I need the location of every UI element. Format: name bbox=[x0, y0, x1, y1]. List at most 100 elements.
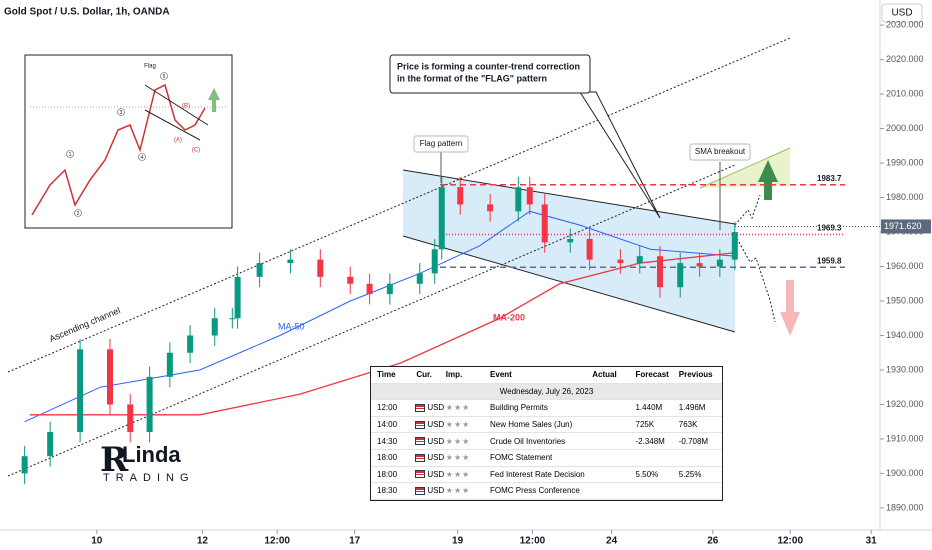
candle-body bbox=[416, 273, 423, 284]
importance: ★★★ bbox=[445, 453, 471, 463]
importance: ★★★ bbox=[445, 436, 471, 446]
candle-body bbox=[234, 276, 241, 319]
column-header: Actual bbox=[592, 370, 617, 380]
column-header: Forecast bbox=[635, 370, 669, 380]
table-row: 12:00 USD ★★★ Building Permits 1.440M 1.496M bbox=[371, 400, 722, 417]
time: 14:00 bbox=[377, 420, 398, 430]
inset-flag bbox=[144, 109, 201, 141]
callout-line: in the format of the "FLAG" pattern bbox=[397, 73, 547, 83]
candle-body bbox=[716, 259, 723, 267]
candle-body bbox=[229, 318, 236, 320]
table-header: Time Cur. Imp. Event Actual Forecast Previous bbox=[371, 367, 722, 384]
time: 18:00 bbox=[377, 469, 398, 479]
wave-marker bbox=[160, 72, 168, 80]
candle-body bbox=[731, 232, 738, 260]
currency: USD bbox=[891, 8, 912, 19]
column-header: Cur. bbox=[416, 370, 432, 380]
x-tick-label: 17 bbox=[349, 536, 361, 547]
event: New Home Sales (Jun) bbox=[490, 420, 573, 430]
candle-body bbox=[431, 249, 438, 274]
candle-body bbox=[657, 256, 663, 288]
inset-title: Flag bbox=[144, 64, 156, 70]
y-tick-label: 1900.000 bbox=[886, 468, 924, 478]
candle-body bbox=[317, 259, 324, 277]
y-tick-label: 1980.000 bbox=[886, 192, 924, 202]
label-box bbox=[413, 135, 469, 153]
importance: ★★★ bbox=[445, 403, 471, 413]
candle-body bbox=[107, 349, 113, 405]
wave-marker bbox=[138, 153, 146, 161]
event: FOMC Press Conference bbox=[490, 486, 580, 496]
date-row: Wednesday, July 26, 2023 bbox=[371, 383, 722, 401]
time: 18:30 bbox=[377, 486, 398, 496]
importance: ★★★ bbox=[445, 469, 471, 479]
importance: ★★★ bbox=[445, 420, 471, 430]
table-row: 18:30 USD ★★★ FOMC Press Conference bbox=[371, 483, 722, 500]
flag-icon bbox=[415, 437, 426, 446]
arrow-up bbox=[758, 160, 778, 200]
column-header: Imp. bbox=[445, 370, 463, 380]
sma-label: SMA breakout bbox=[695, 147, 746, 156]
correction-label: (B) bbox=[182, 104, 190, 110]
table-row: 14:30 USD ★★★ Crude Oil Inventories -2.348M -… bbox=[371, 433, 722, 450]
candle-body bbox=[567, 238, 574, 243]
wave-label: 1 bbox=[69, 152, 72, 158]
inset-price bbox=[31, 83, 206, 216]
y-tick-label: 2000.000 bbox=[886, 123, 924, 133]
column-header: Previous bbox=[678, 370, 713, 380]
event: FOMC Statement bbox=[490, 453, 553, 463]
y-tick-label: 1910.000 bbox=[886, 433, 924, 443]
candle-body bbox=[287, 259, 294, 264]
channel-upper bbox=[7, 37, 791, 373]
candle-body bbox=[487, 204, 494, 212]
candle-body bbox=[256, 263, 263, 277]
time: 18:00 bbox=[377, 453, 398, 463]
candle-body bbox=[386, 283, 393, 295]
column-header: Time bbox=[377, 370, 396, 380]
currency-cell: USD bbox=[415, 403, 445, 412]
x-tick-label: 19 bbox=[452, 536, 464, 547]
path-up bbox=[734, 194, 761, 226]
correction-label: (C) bbox=[192, 148, 200, 154]
y-tick-label: 1930.000 bbox=[886, 364, 924, 374]
time: 12:00 bbox=[377, 403, 398, 413]
calendar-table: Time Cur. Imp. Event Actual Forecast Previous W… bbox=[370, 366, 723, 501]
logo-mark: R bbox=[100, 440, 129, 480]
x-tick-label: 31 bbox=[866, 536, 878, 547]
previous: 1.496M bbox=[678, 403, 706, 413]
channel-label: Ascending channel bbox=[48, 305, 122, 344]
date: Wednesday, July 26, 2023 bbox=[499, 386, 594, 396]
wave-marker bbox=[66, 150, 74, 158]
candle-body bbox=[636, 256, 643, 264]
forecast: 5.50% bbox=[635, 469, 659, 479]
ma-line bbox=[29, 252, 735, 416]
x-tick-label: 12 bbox=[197, 536, 209, 547]
forecast: -2.348M bbox=[635, 436, 665, 446]
event: Building Permits bbox=[490, 403, 548, 413]
table-row: 18:00 USD ★★★ Fed Interest Rate Decision 5.5… bbox=[371, 467, 722, 484]
currency-cell: USD bbox=[415, 436, 445, 446]
wave-label: 5 bbox=[163, 74, 166, 80]
candle-body bbox=[366, 283, 373, 295]
currency: USD bbox=[427, 436, 445, 446]
ma-label: MA-200 bbox=[493, 312, 525, 322]
candle-body bbox=[211, 318, 218, 336]
y-tick-label: 1940.000 bbox=[886, 330, 924, 340]
inset bbox=[24, 54, 233, 229]
currency: USD bbox=[427, 469, 445, 479]
event: Crude Oil Inventories bbox=[490, 436, 566, 446]
currency-cell: USD bbox=[415, 486, 445, 495]
candle-body bbox=[127, 404, 134, 433]
callout-box bbox=[389, 54, 591, 94]
level-label: 1969.3 bbox=[817, 224, 842, 233]
candle-body bbox=[515, 187, 522, 212]
currency-box bbox=[881, 3, 923, 23]
candle-body bbox=[187, 335, 194, 353]
y-tick-label: 2010.000 bbox=[886, 88, 924, 98]
flag-icon bbox=[415, 420, 426, 429]
flag-icon bbox=[415, 470, 426, 479]
y-tick-label: 1960.000 bbox=[886, 261, 924, 271]
arrow-down bbox=[780, 280, 800, 336]
candle-body bbox=[541, 204, 548, 243]
